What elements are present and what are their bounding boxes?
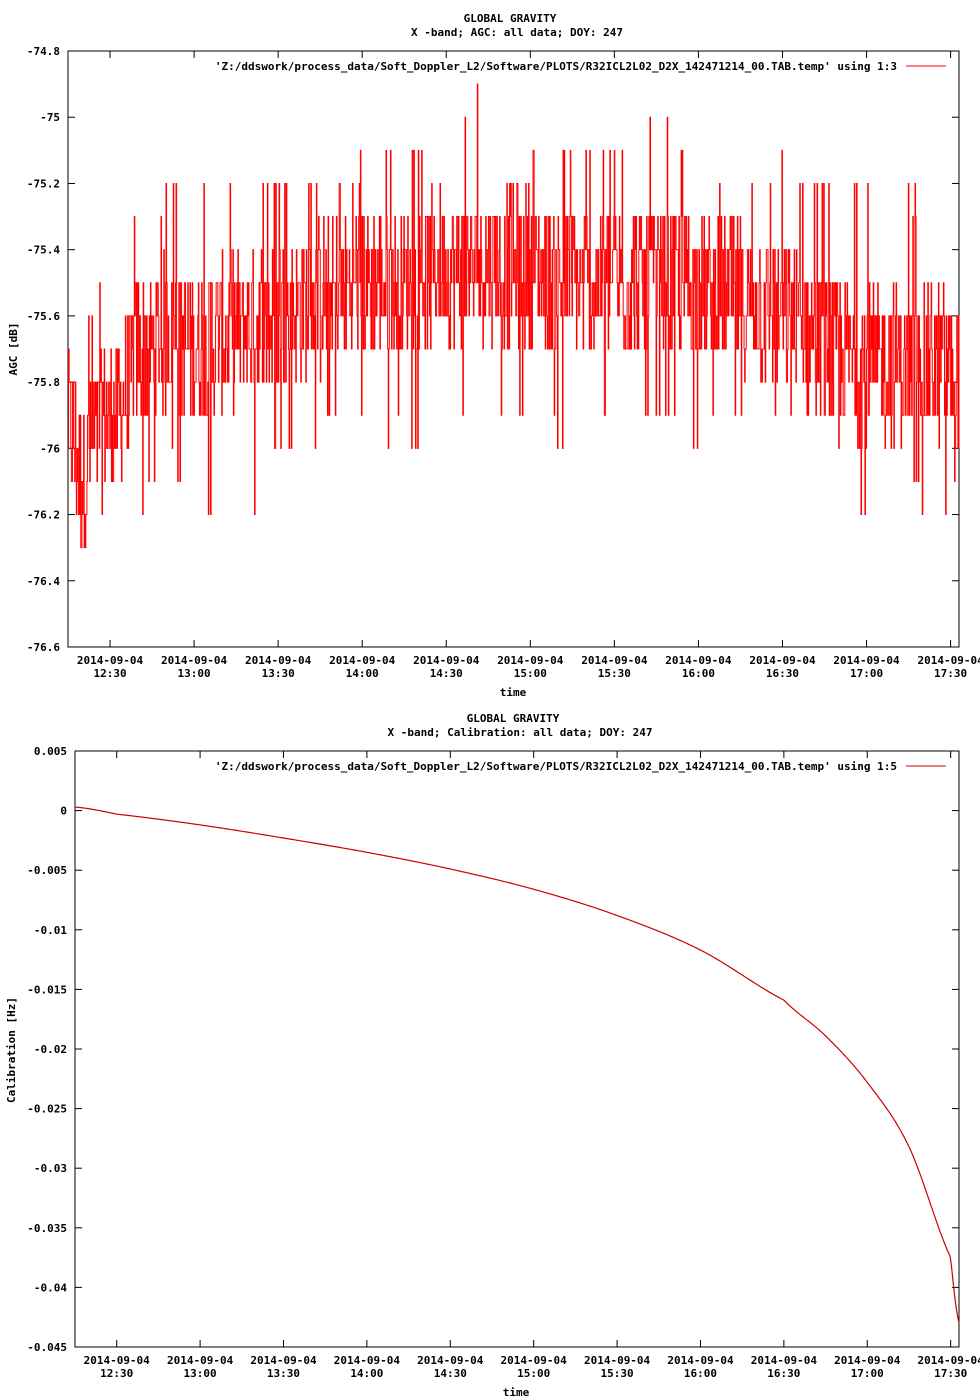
x-tick-time-label: 12:30 (100, 1367, 133, 1380)
y-tick-label: -75.4 (27, 244, 60, 257)
y-tick-label: -76.2 (27, 509, 60, 522)
x-tick-time-label: 15:00 (517, 1367, 550, 1380)
y-tick-label: -75.2 (27, 177, 60, 190)
agc-y-axis: -74.8 -75 -75.2 -75.4 -75.6 -75.8 -76 -76.2 -76.… (27, 45, 959, 654)
x-tick-date-label: 2014-09-04 (161, 654, 228, 667)
x-tick-time-label: 16:30 (767, 1367, 800, 1380)
agc-chart-subtitle: X -band; AGC: all data; DOY: 247 (411, 26, 623, 39)
x-tick-date-label: 2014-09-04 (667, 1354, 734, 1367)
y-tick-label: -75.6 (27, 310, 60, 323)
x-tick-time-label: 17:00 (850, 667, 883, 680)
x-tick-date-label: 2014-09-04 (413, 654, 480, 667)
x-tick-date-label: 2014-09-04 (665, 654, 732, 667)
x-tick-date-label: 2014-09-04 (497, 654, 564, 667)
calibration-x-axis: 2014-09-0412:302014-09-0413:002014-09-04… (84, 751, 980, 1380)
x-tick-time-label: 16:00 (682, 667, 715, 680)
x-tick-date-label: 2014-09-04 (918, 1354, 980, 1367)
x-tick-date-label: 2014-09-04 (84, 1354, 151, 1367)
agc-x-axis: 2014-09-0412:302014-09-0413:002014-09-04… (77, 51, 980, 680)
x-tick-time-label: 12:30 (93, 667, 126, 680)
calibration-chart-subtitle: X -band; Calibration: all data; DOY: 247 (388, 726, 653, 739)
x-tick-time-label: 16:00 (684, 1367, 717, 1380)
x-tick-date-label: 2014-09-04 (834, 1354, 901, 1367)
x-tick-date-label: 2014-09-04 (417, 1354, 484, 1367)
y-tick-label: 0 (60, 805, 67, 818)
calibration-y-axis: 0.005 0 -0.005 -0.01 -0.015 -0.02 -0.025 -0.03 -… (27, 745, 959, 1354)
x-tick-date-label: 2014-09-04 (749, 654, 816, 667)
series-line (68, 83, 960, 549)
x-tick-time-label: 13:00 (178, 667, 211, 680)
x-tick-time-label: 14:00 (346, 667, 379, 680)
calibration-legend-label: 'Z:/ddswork/process_data/Soft_Doppler_L2… (215, 760, 897, 773)
y-tick-label: -0.035 (27, 1222, 67, 1235)
y-tick-label: -0.01 (34, 924, 67, 937)
y-tick-label: -0.015 (27, 983, 67, 996)
calibration-chart-title: GLOBAL GRAVITY (467, 712, 560, 725)
x-tick-date-label: 2014-09-04 (501, 1354, 568, 1367)
agc-chart: GLOBAL GRAVITY X -band; AGC: all data; D… (7, 12, 980, 699)
x-tick-date-label: 2014-09-04 (584, 1354, 651, 1367)
y-tick-label: -75.8 (27, 376, 60, 389)
x-tick-time-label: 15:30 (598, 667, 631, 680)
x-tick-date-label: 2014-09-04 (329, 654, 396, 667)
x-tick-date-label: 2014-09-04 (77, 654, 144, 667)
calibration-chart: GLOBAL GRAVITY X -band; Calibration: all… (5, 712, 980, 1399)
x-tick-date-label: 2014-09-04 (581, 654, 648, 667)
x-tick-time-label: 13:30 (267, 1367, 300, 1380)
y-tick-label: -75 (40, 111, 60, 124)
y-tick-label: -0.02 (34, 1043, 67, 1056)
y-tick-label: -76 (40, 442, 60, 455)
y-tick-label: -76.4 (27, 575, 60, 588)
x-tick-time-label: 13:00 (184, 1367, 217, 1380)
x-tick-time-label: 17:30 (934, 667, 967, 680)
x-tick-time-label: 14:30 (434, 1367, 467, 1380)
y-tick-label: -0.03 (34, 1162, 67, 1175)
x-tick-date-label: 2014-09-04 (334, 1354, 401, 1367)
x-tick-time-label: 17:00 (851, 1367, 884, 1380)
x-tick-date-label: 2014-09-04 (250, 1354, 317, 1367)
x-tick-time-label: 16:30 (766, 667, 799, 680)
x-tick-time-label: 14:30 (430, 667, 463, 680)
agc-series (68, 83, 960, 549)
x-tick-date-label: 2014-09-04 (917, 654, 980, 667)
calibration-x-axis-label: time (503, 1386, 530, 1399)
y-tick-label: 0.005 (34, 745, 67, 758)
agc-legend-label: 'Z:/ddswork/process_data/Soft_Doppler_L2… (215, 60, 897, 73)
x-tick-time-label: 15:00 (514, 667, 547, 680)
series-line (74, 806, 960, 1324)
x-tick-date-label: 2014-09-04 (751, 1354, 818, 1367)
x-tick-time-label: 17:30 (934, 1367, 967, 1380)
agc-x-axis-label: time (500, 686, 527, 699)
y-tick-label: -0.005 (27, 864, 67, 877)
calibration-y-axis-label: Calibration [Hz] (5, 997, 18, 1103)
x-tick-date-label: 2014-09-04 (245, 654, 312, 667)
x-tick-time-label: 15:30 (601, 1367, 634, 1380)
x-tick-time-label: 13:30 (262, 667, 295, 680)
agc-chart-title: GLOBAL GRAVITY (464, 12, 557, 25)
calibration-plot-frame (74, 750, 960, 1348)
x-tick-date-label: 2014-09-04 (167, 1354, 234, 1367)
calibration-series (74, 806, 960, 1324)
y-tick-label: -0.04 (34, 1281, 67, 1294)
agc-y-axis-label: AGC [dB] (7, 323, 20, 376)
x-tick-date-label: 2014-09-04 (833, 654, 900, 667)
y-tick-label: -0.025 (27, 1103, 67, 1116)
y-tick-label: -74.8 (27, 45, 60, 58)
y-tick-label: -0.045 (27, 1341, 67, 1354)
x-tick-time-label: 14:00 (350, 1367, 383, 1380)
y-tick-label: -76.6 (27, 641, 60, 654)
